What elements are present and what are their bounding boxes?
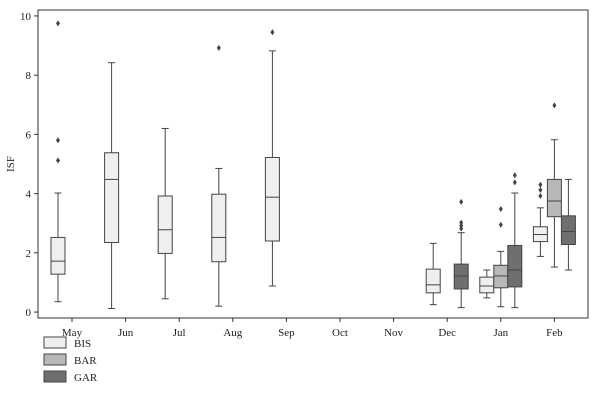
x-tick-label: Feb (546, 327, 563, 339)
box-iqr (211, 193, 227, 263)
outlier-point (270, 29, 275, 36)
legend-swatch-gar (43, 370, 67, 383)
legend-label-bis: BIS (74, 338, 91, 350)
outlier-point (538, 187, 543, 194)
outlier-point (459, 219, 464, 226)
box-iqr (425, 268, 441, 294)
outlier-point (552, 102, 557, 109)
outlier-point (56, 20, 60, 27)
outlier-point (459, 198, 464, 205)
outlier-point (538, 181, 543, 188)
y-tick-label: 10 (20, 11, 32, 23)
plot-area-border (37, 9, 589, 319)
x-axis-ticks: May Jun Jul Aug Sep Oct Nov Dec Jan Feb (62, 318, 563, 339)
y-tick-label: 4 (26, 189, 32, 201)
box-bar-feb (546, 102, 562, 268)
box-iqr (104, 152, 120, 243)
box-iqr (50, 236, 66, 275)
box-bis-jul (157, 127, 173, 300)
box-bis-aug (211, 44, 227, 307)
outlier-point (216, 44, 221, 51)
x-tick-label: Dec (438, 327, 456, 339)
box-gar-dec (453, 198, 469, 309)
x-tick-label: Oct (332, 327, 348, 339)
box-iqr (157, 195, 173, 254)
x-tick-label: May (62, 327, 83, 339)
legend-label-gar: GAR (74, 372, 98, 384)
legend-swatch-bis (43, 336, 67, 349)
x-tick-label: Jul (173, 327, 186, 339)
y-tick-label: 8 (26, 70, 32, 82)
box-bar-jan (493, 206, 509, 308)
outlier-point (498, 206, 503, 213)
plot-frame (37, 9, 589, 319)
legend: BIS BAR GAR (43, 336, 98, 384)
box-bis-sep (264, 29, 280, 287)
box-iqr (493, 264, 509, 289)
outlier-point (512, 179, 517, 186)
box-bis-dec (425, 242, 441, 306)
box-plots (50, 20, 576, 310)
x-tick-label: Jan (493, 327, 508, 339)
y-axis-ticks: 0 2 4 6 8 10 (20, 11, 38, 319)
outlier-point (56, 157, 60, 164)
box-gar-feb (560, 178, 576, 271)
outlier-point (56, 137, 60, 144)
y-tick-label: 2 (26, 248, 32, 260)
box-bis-jan (479, 269, 495, 299)
box-iqr (264, 156, 280, 242)
y-axis-title: ISF (5, 156, 17, 172)
legend-swatch-bar (43, 353, 67, 366)
box-iqr (546, 178, 562, 218)
box-iqr (507, 244, 523, 288)
x-tick-label: Nov (384, 327, 403, 339)
box-gar-jan (507, 172, 523, 309)
legend-label-bar: BAR (74, 355, 97, 367)
y-tick-label: 0 (26, 307, 32, 319)
box-bis-jun (104, 62, 120, 310)
outlier-point (498, 221, 503, 228)
box-bis-may (50, 20, 66, 303)
box-iqr (453, 263, 469, 290)
y-tick-label: 6 (26, 129, 32, 141)
x-tick-label: Aug (223, 327, 242, 339)
x-tick-label: Sep (278, 327, 295, 339)
outlier-point (512, 172, 517, 179)
outlier-point (538, 192, 543, 199)
box-bis-feb (532, 181, 548, 257)
box-iqr (479, 276, 495, 294)
x-tick-label: Jun (118, 327, 134, 339)
box-iqr (560, 215, 576, 246)
